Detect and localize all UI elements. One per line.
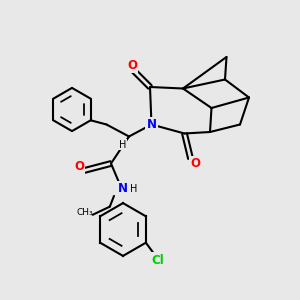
- Text: N: N: [118, 182, 128, 196]
- Text: N: N: [146, 118, 157, 131]
- Text: Cl: Cl: [151, 254, 164, 267]
- Text: O: O: [190, 157, 200, 170]
- Text: CH₃: CH₃: [76, 208, 93, 217]
- Text: O: O: [127, 58, 137, 72]
- Text: O: O: [74, 160, 84, 173]
- Text: H: H: [130, 184, 138, 194]
- Text: H: H: [119, 140, 126, 150]
